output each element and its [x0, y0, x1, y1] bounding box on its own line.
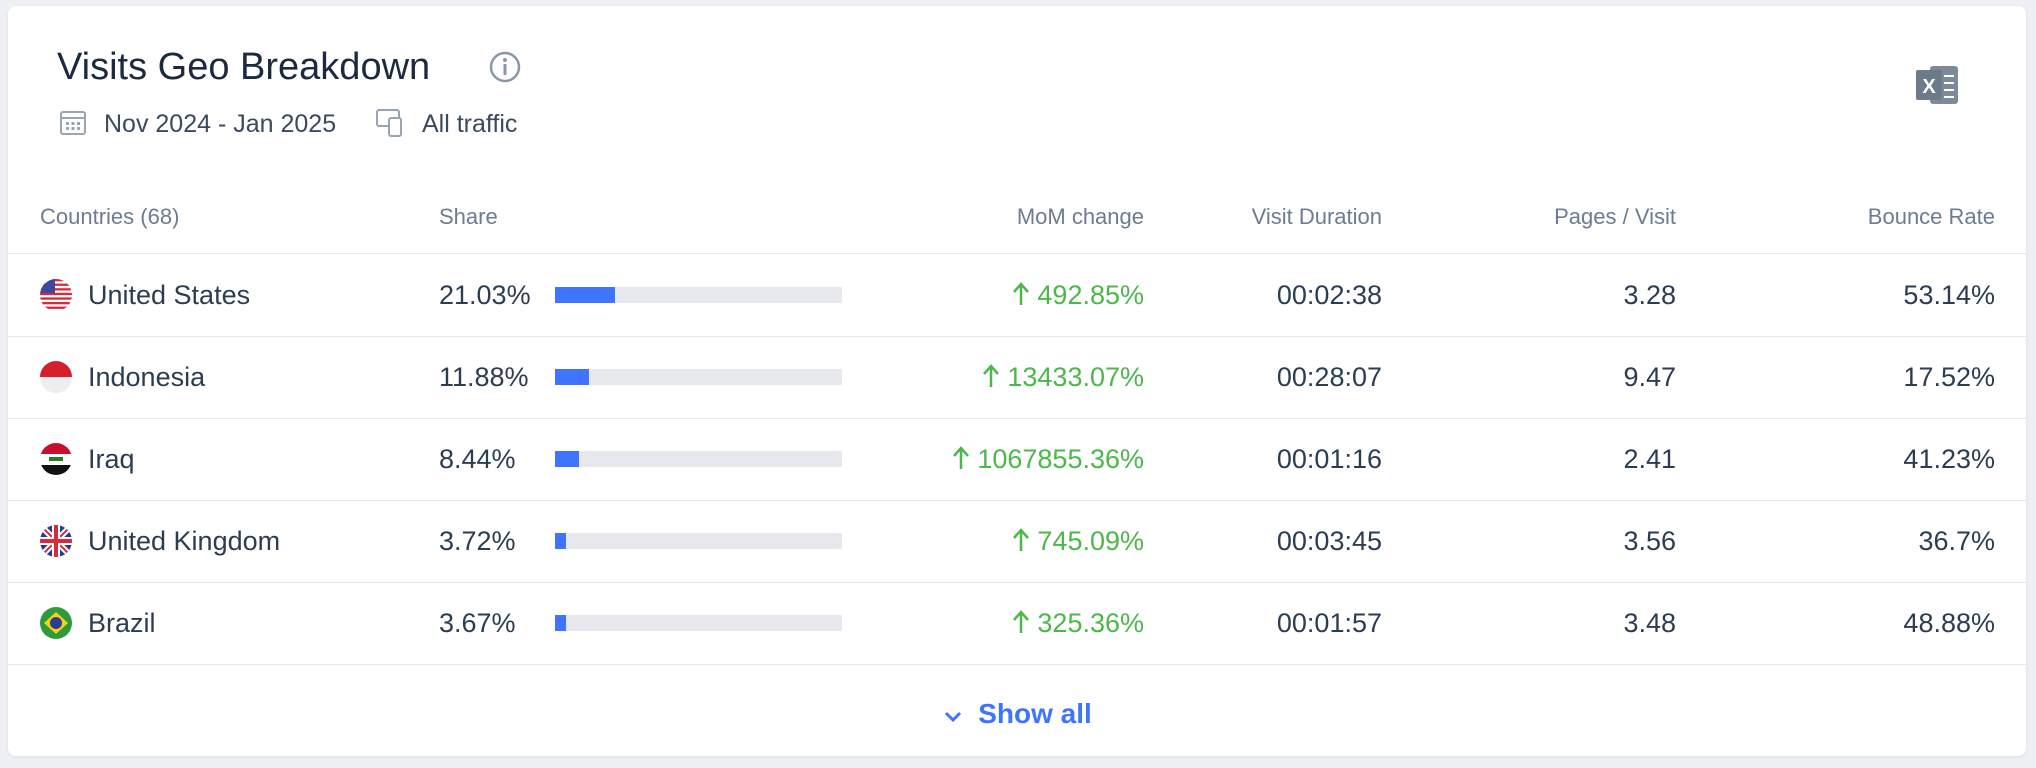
row-divider [8, 500, 2026, 501]
country-name: Brazil [88, 608, 156, 638]
share-bar [555, 369, 590, 385]
share-track [555, 451, 842, 467]
country-flag [40, 279, 72, 311]
bounce-rate: 41.23% [1903, 444, 1995, 474]
country-name: Iraq [88, 444, 135, 474]
share-track [555, 369, 842, 385]
column-header: Bounce Rate [1867, 204, 1995, 229]
mom-change: 1067855.36% [844, 443, 1144, 475]
country-flag [40, 443, 72, 475]
country-name: United Kingdom [88, 526, 281, 556]
pages-per-visit: 3.28 [1623, 280, 1676, 310]
visit-duration: 00:03:45 [1276, 526, 1382, 556]
country-name: United States [88, 280, 251, 310]
show-all-label[interactable]: Show all [978, 698, 1092, 729]
share-track [555, 533, 842, 549]
pages-per-visit: 3.56 [1623, 526, 1676, 556]
share-bar [555, 451, 580, 467]
visit-duration: 00:28:07 [1276, 362, 1382, 392]
mom-value: 13433.07% [1007, 362, 1144, 392]
country-name: Indonesia [88, 362, 206, 392]
mom-value: 1067855.36% [977, 444, 1144, 474]
share-label: 11.88% [439, 362, 529, 392]
visit-duration: 00:01:16 [1276, 444, 1382, 474]
bounce-rate: 17.52% [1903, 362, 1995, 392]
mom-value: 745.09% [1037, 526, 1144, 556]
up-arrow [1013, 282, 1030, 305]
share-label: 3.67% [439, 608, 516, 638]
mom-change: 13433.07% [844, 361, 1144, 393]
header-divider [8, 253, 2026, 254]
mom-change: 745.09% [844, 525, 1144, 557]
traffic-filter: All traffic [422, 110, 518, 138]
show-all[interactable]: Show all [8, 698, 2026, 730]
share-label: 3.72% [439, 526, 516, 556]
mom-change: 492.85% [844, 279, 1144, 311]
share-bar [555, 533, 566, 549]
share-label: 8.44% [439, 444, 516, 474]
visit-duration: 00:02:38 [1276, 280, 1382, 310]
column-header: Countries (68) [40, 204, 180, 229]
row-divider [8, 582, 2026, 583]
device-icon [376, 109, 402, 137]
up-arrow [983, 364, 1000, 387]
geo-card: Visits Geo Breakdown Nov 2024 - Jan 2025… [8, 6, 2026, 756]
mom-value: 325.36% [1037, 608, 1144, 638]
info-icon[interactable] [488, 50, 522, 84]
column-header: Pages / Visit [1554, 204, 1676, 229]
calendar-icon [60, 111, 86, 135]
share-bar [555, 287, 616, 303]
column-header: Share [439, 204, 498, 229]
title: Visits Geo Breakdown [57, 46, 431, 88]
row-divider [8, 664, 2026, 665]
country-flag [40, 525, 72, 557]
pages-per-visit: 2.41 [1623, 444, 1676, 474]
up-arrow [1013, 528, 1030, 551]
bounce-rate: 53.14% [1903, 280, 1995, 310]
mom-value: 492.85% [1037, 280, 1144, 310]
chevron-icon [945, 711, 962, 722]
excel-export[interactable]: X [1914, 60, 1964, 110]
svg-text:X: X [1922, 76, 1936, 98]
share-track [555, 615, 842, 631]
share-label: 21.03% [439, 280, 531, 310]
country-flag [40, 361, 72, 393]
row-divider [8, 336, 2026, 337]
pages-per-visit: 3.48 [1623, 608, 1676, 638]
row-divider [8, 418, 2026, 419]
pages-per-visit: 9.47 [1623, 362, 1676, 392]
up-arrow [1013, 610, 1030, 633]
mom-change: 325.36% [844, 607, 1144, 639]
column-header: MoM change [1016, 204, 1144, 229]
country-flag [40, 607, 72, 639]
up-arrow [953, 446, 970, 469]
date-range: Nov 2024 - Jan 2025 [104, 110, 337, 138]
share-bar [555, 615, 566, 631]
visit-duration: 00:01:57 [1276, 608, 1382, 638]
column-header: Visit Duration [1251, 204, 1382, 229]
bounce-rate: 36.7% [1918, 526, 1995, 556]
share-track [555, 287, 842, 303]
bounce-rate: 48.88% [1903, 608, 1995, 638]
